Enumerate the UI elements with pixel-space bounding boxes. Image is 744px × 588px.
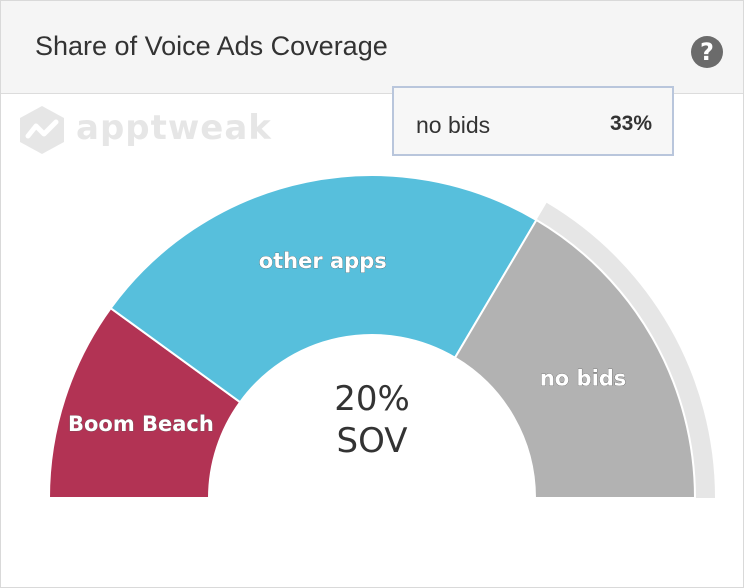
tooltip: no bids 33%: [392, 86, 674, 156]
apptweak-watermark: apptweak: [16, 104, 271, 156]
segment-no-bids[interactable]: [453, 218, 697, 499]
center-caption: SOV: [336, 421, 407, 461]
watermark-brand: apptweak: [76, 108, 272, 148]
segment-other-apps[interactable]: [109, 174, 538, 404]
segment-label-other-apps: other apps: [259, 249, 387, 273]
card-header: Share of Voice Ads Coverage ?: [1, 1, 743, 94]
card-title: Share of Voice Ads Coverage: [35, 31, 388, 61]
segment-label-no-bids: no bids: [540, 367, 626, 391]
tooltip-value: 33%: [609, 112, 652, 135]
question-circle-icon[interactable]: ?: [691, 36, 723, 68]
center-value: 20%: [334, 379, 410, 419]
apptweak-logo-icon: [20, 106, 64, 154]
tooltip-label: no bids: [416, 112, 491, 138]
segment-halo-no-bids: [536, 202, 715, 498]
segment-label-boom-beach: Boom Beach: [68, 412, 214, 436]
